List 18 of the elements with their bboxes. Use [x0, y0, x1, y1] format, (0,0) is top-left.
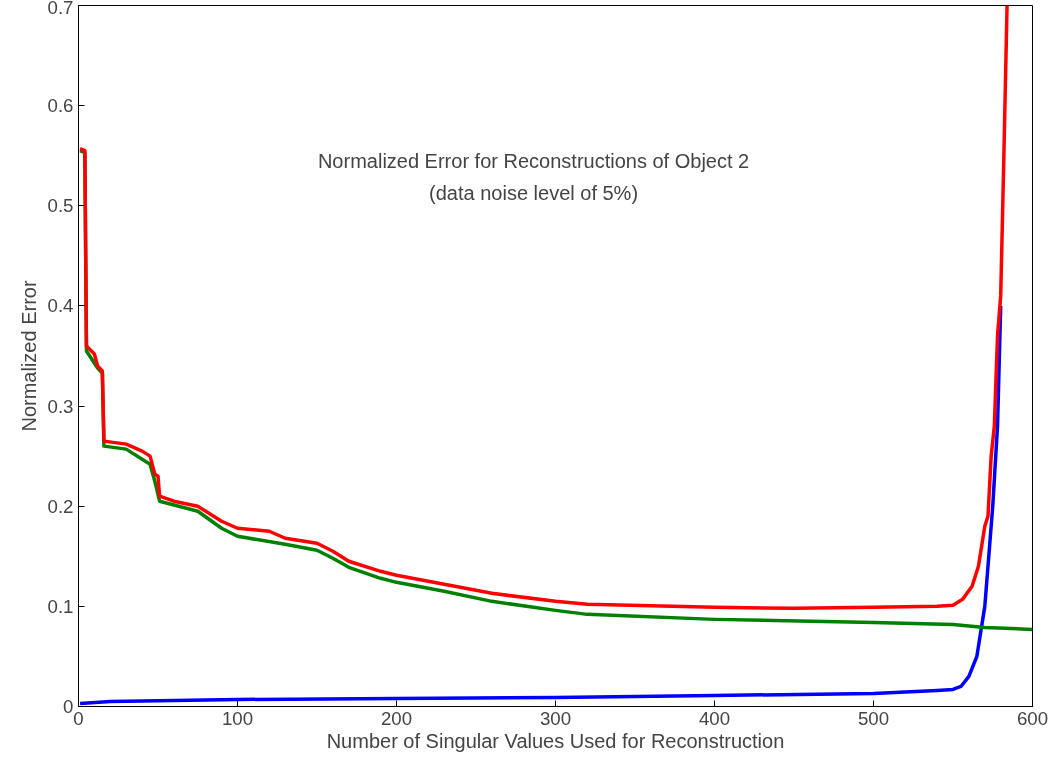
x-tick-label: 200	[380, 707, 413, 729]
x-tick-label: 600	[1016, 707, 1049, 729]
y-axis-title: Normalized Error	[17, 280, 40, 432]
y-tick-label: 0.2	[47, 495, 74, 517]
y-tick-label: 0.4	[47, 295, 74, 317]
x-axis-title: Number of Singular Values Used for Reconstruction	[326, 729, 785, 752]
y-tick-label: 0.1	[47, 595, 74, 617]
text: Normalized Error for Reconstructions of Object 2	[317, 150, 750, 173]
x-tick-label: 300	[539, 707, 572, 729]
x-tick-label: 400	[698, 707, 731, 729]
y-tick-label: 0.7	[47, 0, 74, 18]
x-tick-label: 100	[221, 707, 254, 729]
y-tick-label: 0.6	[47, 95, 74, 117]
line-series	[78, 5, 1009, 611]
x-tick-label: 500	[857, 707, 890, 729]
text: (data noise level of 5%)	[429, 182, 639, 205]
y-tick-label: 0.5	[47, 195, 74, 217]
y-tick-label: 0.3	[47, 395, 74, 417]
